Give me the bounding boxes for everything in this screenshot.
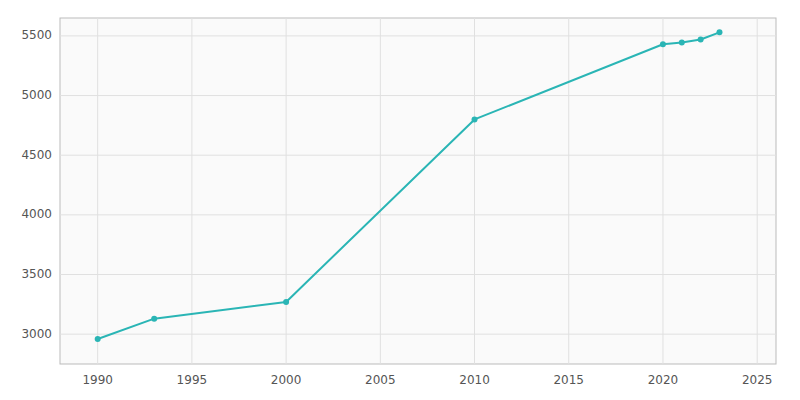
- point: [472, 116, 478, 122]
- grid-line: [60, 95, 776, 96]
- grid-line: [662, 18, 663, 364]
- y-tick-label: 3500: [21, 267, 52, 281]
- point: [698, 36, 704, 42]
- point: [679, 39, 685, 45]
- x-tick-label: 2015: [553, 373, 584, 387]
- grid-line: [60, 274, 776, 275]
- x-tick-label: 1995: [177, 373, 208, 387]
- grid-line: [380, 18, 381, 364]
- x-tick-label: 2025: [742, 373, 773, 387]
- grid-line: [60, 35, 776, 36]
- grid-line: [286, 18, 287, 364]
- y-tick-label: 4500: [21, 148, 52, 162]
- y-tick-label: 5000: [21, 88, 52, 102]
- point: [283, 299, 289, 305]
- grid-line: [60, 334, 776, 335]
- x-tick-label: 1990: [82, 373, 113, 387]
- grid-line: [60, 214, 776, 215]
- point: [151, 316, 157, 322]
- point: [95, 336, 101, 342]
- x-tick-label: 2010: [459, 373, 490, 387]
- chart: 3000 3500 4000 4500 5000 5500 1990 1995 2000 2005…: [0, 0, 800, 400]
- point: [660, 41, 666, 47]
- grid-line: [97, 18, 98, 364]
- grid-line: [191, 18, 192, 364]
- grid-line: [757, 18, 758, 364]
- grid-line: [568, 18, 569, 364]
- grid: [60, 18, 776, 364]
- x-tick-label: 2000: [271, 373, 302, 387]
- y-tick-label: 5500: [21, 28, 52, 42]
- y-tick-label: 4000: [21, 207, 52, 221]
- y-tick-label: 3000: [21, 327, 52, 341]
- series: [95, 29, 723, 342]
- line: [98, 32, 720, 339]
- grid-line: [474, 18, 475, 364]
- plot-frame: [60, 18, 776, 364]
- axes: 3000 3500 4000 4500 5000 5500 1990 1995 2000 2005…: [21, 28, 772, 387]
- chart-container: 3000 3500 4000 4500 5000 5500 1990 1995 2000 2005…: [0, 0, 800, 400]
- x-tick-label: 2020: [648, 373, 679, 387]
- grid-line: [60, 155, 776, 156]
- x-tick-label: 2005: [365, 373, 396, 387]
- point: [716, 29, 722, 35]
